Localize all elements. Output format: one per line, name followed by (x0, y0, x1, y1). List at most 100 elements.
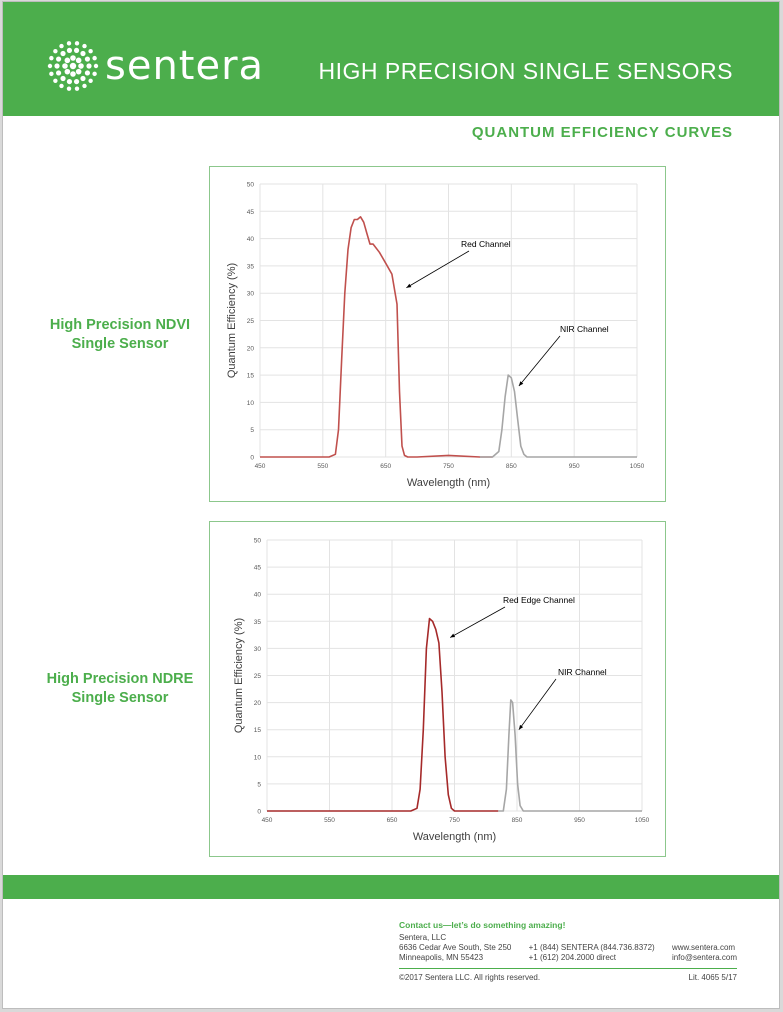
logo-dot (73, 47, 80, 54)
logo-dot (74, 41, 80, 46)
y-tick-label: 0 (257, 809, 261, 816)
contact-heading: Contact us—let’s do something amazing! (399, 920, 566, 930)
logo-dot (88, 78, 93, 83)
email-link[interactable]: info@sentera.com (671, 953, 737, 962)
series-line-1 (479, 374, 637, 458)
logo-dot (55, 70, 62, 76)
y-tick-label: 15 (254, 727, 262, 734)
annotation-label: Red Channel (461, 239, 511, 249)
web-column: www.sentera.com info@sentera.com (672, 933, 737, 963)
x-tick-label: 850 (512, 817, 523, 824)
logo-dot (78, 63, 84, 69)
chart-ndre: 0 5 10 15 20 25 30 35 40 45 50 450 550 650 750 850 950 10… (209, 521, 666, 857)
sensor-label-line2: Single Sensor (71, 336, 169, 352)
sensor-label-ndre: High Precision NDRE Single Sensor (35, 670, 205, 708)
sentera-logo: sentera (47, 40, 264, 92)
logo-dot (86, 63, 92, 69)
y-tick-label: 40 (254, 592, 262, 599)
x-tick-label: 550 (324, 817, 335, 824)
x-tick-label: 750 (449, 817, 460, 824)
logo-dot (88, 49, 93, 54)
address-column: Sentera, LLC 6636 Cedar Ave South, Ste 2… (399, 933, 511, 963)
logo-dot (70, 55, 76, 61)
logo-dot (84, 70, 91, 76)
y-tick-label: 35 (254, 619, 262, 626)
copyright-text: ©2017 Sentera LLC. All rights reserved. (399, 973, 541, 982)
y-tick-label: 45 (254, 565, 262, 572)
series-line-0 (260, 215, 493, 458)
footer-legal: ©2017 Sentera LLC. All rights reserved. … (399, 968, 737, 982)
x-axis-label: Wavelength (nm) (407, 477, 490, 489)
y-tick-label: 40 (247, 236, 255, 243)
sensor-label-ndvi: High Precision NDVI Single Sensor (35, 316, 205, 354)
y-tick-label: 25 (254, 673, 262, 680)
city-address: Minneapolis, MN 55423 (399, 953, 484, 962)
logo-dot (75, 57, 82, 64)
logo-dot (92, 71, 97, 77)
logo-dot (82, 43, 87, 49)
series-line-0 (267, 617, 499, 812)
phone-primary: +1 (844) SENTERA (844.736.8372) (528, 943, 655, 952)
annotation-arrowhead (406, 283, 412, 288)
footer-band (3, 875, 779, 899)
y-tick-label: 15 (247, 373, 255, 380)
annotation-label: NIR Channel (560, 324, 609, 334)
y-tick-label: 20 (254, 700, 262, 707)
annotation-arrowhead (518, 381, 524, 387)
logo-dot (84, 56, 91, 62)
logo-dot (64, 57, 71, 64)
sensor-label-line1: High Precision NDRE (46, 671, 194, 687)
x-tick-label: 450 (255, 463, 266, 470)
section-subtitle: QUANTUM EFFICIENCY CURVES (471, 124, 733, 141)
logo-dot (66, 78, 73, 85)
y-axis-label: Quantum Efficiency (%) (226, 263, 238, 378)
y-tick-label: 25 (247, 318, 255, 325)
chart-ndre-svg: 0 5 10 15 20 25 30 35 40 45 50 450 550 650 750 850 950 10… (233, 538, 650, 844)
logo-dot (82, 83, 87, 89)
logo-dot (59, 83, 64, 89)
y-tick-label: 5 (250, 427, 254, 434)
logo-dot (66, 41, 72, 46)
page-title: HIGH PRECISION SINGLE SENSORS (318, 58, 733, 84)
logo-dot (60, 50, 66, 57)
logo-dot (70, 71, 76, 77)
phone-direct: +1 (612) 204.2000 direct (528, 953, 617, 962)
x-tick-label: 550 (317, 463, 328, 470)
y-tick-label: 35 (247, 263, 255, 270)
x-tick-label: 750 (443, 463, 454, 470)
company-name: Sentera, LLC (399, 933, 447, 942)
logo-dot (66, 47, 73, 54)
logo-dot (75, 68, 82, 75)
series-line-1 (498, 699, 642, 812)
chart-ndvi: 0 5 10 15 20 25 30 35 40 45 50 450 550 650 750 850 950 10… (209, 166, 666, 502)
x-tick-label: 950 (574, 817, 585, 824)
sentera-dot-mark-icon (47, 41, 99, 91)
logo-dot (64, 68, 71, 75)
x-axis-label: Wavelength (nm) (413, 831, 496, 843)
street-address: 6636 Cedar Ave South, Ste 250 (399, 943, 512, 952)
chart-ndvi-svg: 0 5 10 15 20 25 30 35 40 45 50 450 550 650 750 850 950 10… (226, 182, 645, 490)
logo-dot (92, 55, 97, 61)
logo-dot (49, 71, 54, 77)
website-link[interactable]: www.sentera.com (671, 943, 736, 952)
x-tick-label: 450 (262, 817, 273, 824)
logo-dot (55, 56, 62, 62)
logo-dot (47, 63, 53, 69)
y-tick-label: 45 (247, 209, 255, 216)
y-tick-label: 30 (254, 646, 262, 653)
logo-dot (74, 86, 80, 91)
y-axis-label: Quantum Efficiency (%) (233, 618, 245, 733)
contact-block: Contact us—let’s do something amazing! S… (399, 920, 737, 982)
annotation-arrowhead (518, 724, 524, 730)
logo-dot (66, 86, 72, 91)
logo-wordmark: sentera (105, 43, 265, 89)
logo-dot (80, 75, 86, 82)
x-tick-label: 650 (387, 817, 398, 824)
y-tick-label: 5 (257, 781, 261, 788)
y-tick-label: 10 (254, 754, 262, 761)
y-tick-label: 30 (247, 291, 255, 298)
header-band: sentera HIGH PRECISION SINGLE SENSORS (3, 2, 779, 116)
annotation-arrowhead (450, 633, 456, 638)
logo-dot (73, 78, 80, 85)
